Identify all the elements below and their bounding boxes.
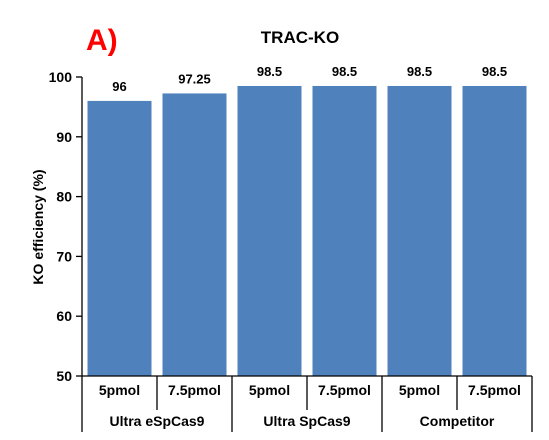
panel-label: A) xyxy=(86,24,118,57)
y-axis-label: KO efficiency (%) xyxy=(30,169,46,284)
y-tick-label: 70 xyxy=(56,248,72,264)
x-group-label: Ultra eSpCas9 xyxy=(110,413,205,429)
x-tick-label: 7.5pmol xyxy=(168,382,221,398)
y-tick-label: 90 xyxy=(56,129,72,145)
x-group-label: Competitor xyxy=(420,413,495,429)
bar xyxy=(312,85,377,376)
bar xyxy=(87,100,152,377)
bar xyxy=(162,93,227,376)
y-tick-label: 80 xyxy=(56,189,72,205)
data-label: 98.5 xyxy=(332,64,357,79)
x-tick-label: 5pmol xyxy=(399,382,440,398)
data-label: 96 xyxy=(112,79,126,94)
x-tick-label: 7.5pmol xyxy=(318,382,371,398)
bar xyxy=(237,85,302,376)
bar xyxy=(462,85,527,376)
y-tick-label: 60 xyxy=(56,308,72,324)
y-tick-label: 100 xyxy=(49,69,73,85)
x-group-label: Ultra SpCas9 xyxy=(263,413,350,429)
data-label: 98.5 xyxy=(407,64,432,79)
y-tick-label: 50 xyxy=(56,368,72,384)
x-tick-label: 7.5pmol xyxy=(468,382,521,398)
data-label: 97.25 xyxy=(178,71,211,86)
data-label: 98.5 xyxy=(482,64,507,79)
bar xyxy=(387,85,452,376)
data-label: 98.5 xyxy=(257,64,282,79)
x-tick-label: 5pmol xyxy=(99,382,140,398)
chart-title: TRAC-KO xyxy=(261,28,339,47)
x-tick-label: 5pmol xyxy=(249,382,290,398)
plot-area: 96 97.25 98.5 98.5 98.5 98.5 50 60 70 80 90 100 5pmo… xyxy=(49,64,533,432)
